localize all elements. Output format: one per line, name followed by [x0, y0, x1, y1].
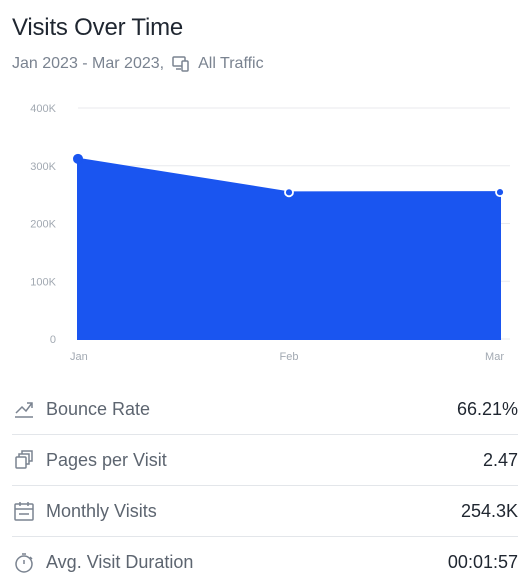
metric-label: Pages per Visit — [46, 449, 167, 470]
x-tick-label: Jan — [70, 351, 88, 363]
metric-label: Avg. Visit Duration — [46, 552, 194, 572]
data-point[interactable] — [495, 187, 505, 198]
data-point[interactable] — [284, 187, 294, 198]
y-tick-label: 100K — [30, 276, 56, 288]
visits-area-chart: 0 100K 200K 300K 400K Jan Feb Mar — [30, 103, 510, 363]
metric-value: 00:01:57 — [447, 552, 518, 572]
metrics-list: Bounce Rate 66.21% Pages per Visit 2.47 — [12, 384, 518, 588]
chart-title: Visits Over Time — [12, 14, 184, 41]
metric-value: 66.21% — [456, 398, 518, 419]
traffic-filter[interactable]: All Traffic — [198, 55, 264, 72]
trend-arrow-icon — [12, 397, 36, 421]
metric-value: 2.47 — [482, 449, 518, 470]
area-series — [73, 153, 505, 340]
x-tick-label: Feb — [280, 351, 299, 363]
y-tick-label: 200K — [30, 219, 56, 231]
devices-icon — [171, 54, 191, 74]
y-tick-label: 300K — [30, 161, 56, 173]
metric-pages-per-visit: Pages per Visit 2.47 — [12, 435, 518, 486]
pages-stack-icon — [12, 448, 36, 472]
metric-avg-visit-duration: Avg. Visit Duration 00:01:57 — [12, 537, 518, 588]
data-point[interactable] — [73, 153, 83, 164]
chart-subtitle: Jan 2023 - Mar 2023, All Traffic — [12, 54, 264, 74]
metric-value: 254.3K — [460, 500, 518, 521]
axis-ticks: 0 100K 200K 300K 400K Jan Feb Mar — [30, 103, 504, 363]
x-tick-label: Mar — [485, 351, 504, 363]
metric-label: Monthly Visits — [46, 500, 157, 521]
area-fill — [77, 157, 501, 340]
metric-label: Bounce Rate — [46, 398, 151, 419]
metric-bounce-rate: Bounce Rate 66.21% — [12, 384, 518, 435]
y-tick-label: 400K — [30, 103, 56, 115]
y-tick-label: 0 — [50, 334, 56, 346]
date-range: Jan 2023 - Mar 2023, — [12, 55, 165, 72]
stopwatch-icon — [12, 551, 36, 575]
metric-monthly-visits: Monthly Visits 254.3K — [12, 486, 518, 537]
calendar-icon — [12, 499, 36, 523]
